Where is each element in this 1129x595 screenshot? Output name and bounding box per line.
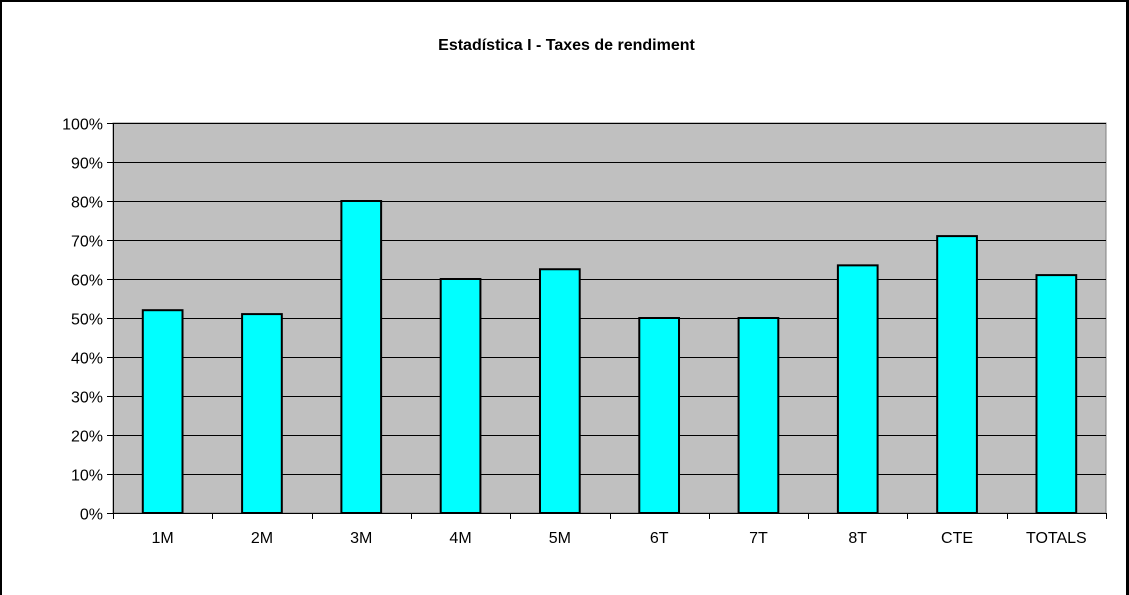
y-tick-label: 60% [71, 273, 103, 290]
x-tick-label: 1M [152, 530, 174, 547]
y-tick-label: 80% [71, 195, 103, 212]
x-tick-label: 4M [449, 530, 471, 547]
y-tick-label: 70% [71, 234, 103, 251]
bar-TOTALS [1035, 274, 1078, 514]
bar-7T [737, 317, 780, 514]
y-tick-label: 50% [71, 312, 103, 329]
x-tick-label: 3M [350, 530, 372, 547]
bar-5M [538, 268, 581, 514]
x-tick-label: 5M [549, 530, 571, 547]
y-tick-label: 0% [80, 507, 103, 524]
x-tick-label: TOTALS [1026, 530, 1087, 547]
x-tick-label: 8T [848, 530, 867, 547]
y-axis: 0% 10% 20% 30% 40% 50% 60% 70% 80% 90% 100% [62, 117, 114, 524]
bar-2M [241, 313, 283, 514]
x-axis: 1M 2M 3M 4M 5M 6T 7T 8T CTE TOTALS [113, 513, 1107, 547]
y-tick-label: 10% [71, 468, 103, 485]
x-tick-label: 2M [251, 530, 273, 547]
x-tick-label: CTE [941, 530, 973, 547]
bar-6T [638, 317, 681, 514]
bar-4M [439, 278, 482, 514]
x-tick-label: 6T [650, 530, 669, 547]
chart-title: Estadística I - Taxes de rendiment [438, 37, 695, 54]
y-tick-label: 100% [62, 117, 103, 134]
y-tick-label: 90% [71, 156, 103, 173]
x-tick-label: 7T [749, 530, 768, 547]
bar-8T [836, 264, 879, 514]
bar-1M [141, 309, 184, 515]
y-tick-label: 30% [71, 390, 103, 407]
y-tick-label: 20% [71, 429, 103, 446]
bar-3M [340, 200, 383, 514]
bars [141, 200, 1078, 515]
bar-CTE [936, 235, 978, 514]
y-tick-label: 40% [71, 351, 103, 368]
